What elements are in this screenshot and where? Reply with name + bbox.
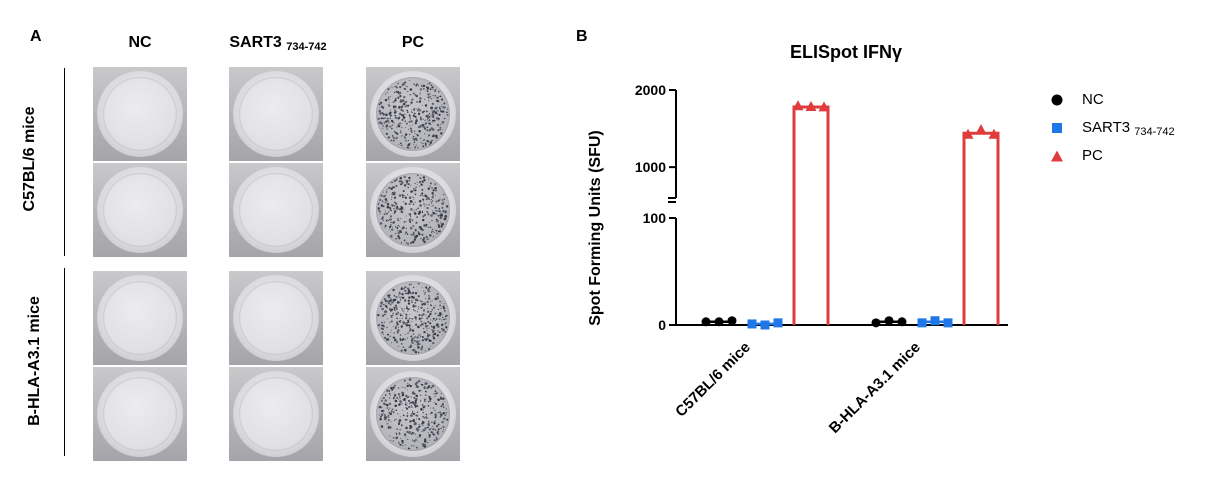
data-point-triangle [792,100,804,111]
well-image-sart3-3 [229,271,323,365]
legend-label-pc-text: PC [1082,147,1103,164]
data-point-square [760,320,770,330]
y-tick-label: 2000 [635,82,666,98]
legend-square-icon [1052,123,1062,133]
well-image-sart3-2 [229,163,323,257]
column-header-pc: PC [343,34,483,52]
well-image-pc-4 [366,367,460,461]
data-point-triangle [988,128,1000,139]
column-header-sart3-subscript: 734-742 [286,41,327,53]
row-label-b-hla-a31: B-HLA-A3.1 mice [26,296,43,426]
x-category-label: B-HLA-A3.1 mice [826,339,924,437]
data-point-square [747,319,757,329]
data-point-triangle [962,128,974,139]
panel-b-letter: B [576,28,588,45]
data-point-square [943,318,953,328]
column-header-nc-label: NC [128,34,152,51]
well-image-nc-1 [93,67,187,161]
legend-label-sart3: SART3 734-742 [1082,119,1175,138]
well-image-pc-2 [366,163,460,257]
legend-label-sart3-text: SART3 [1082,119,1135,136]
spot-pattern [378,378,449,450]
row-group-divider-hla [64,268,65,456]
column-header-sart3: SART3 734-742 [208,34,348,53]
x-category-label: C57BL/6 mice [672,339,754,421]
data-point-square [930,316,940,326]
column-header-nc: NC [70,34,210,52]
bar-triangle-1 [962,131,1000,325]
bar-triangle-0 [792,105,830,325]
spot-pattern [377,282,448,354]
elispot-chart: ELISpot IFNγ Spot Forming Units (SFU) 0 1… [587,42,1008,437]
data-point-square [917,318,927,328]
panel-a-letter: A [30,28,42,45]
well-image-nc-2 [93,163,187,257]
column-header-sart3-label: SART3 [229,34,287,51]
legend-label-sart3-subscript: 734-742 [1134,126,1175,138]
data-point-circle [884,316,894,326]
chart-title: ELISpot IFNγ [790,42,902,62]
well-image-nc-4 [93,367,187,461]
legend-label-nc-text: NC [1082,91,1104,108]
y-tick-label: 0 [658,317,666,333]
y-tick-label: 100 [643,210,667,226]
row-group-divider-c57 [64,68,65,256]
well-image-pc-3 [366,271,460,365]
data-point-square [773,318,783,328]
data-point-triangle [805,100,817,111]
y-tick-label: 1000 [635,159,666,175]
data-point-circle [701,317,711,327]
data-point-circle [897,317,907,327]
well-image-sart3-4 [229,367,323,461]
well-image-pc-1 [366,67,460,161]
well-image-sart3-1 [229,67,323,161]
legend-circle-icon [1051,94,1063,106]
spot-pattern [377,79,449,149]
data-point-circle [727,316,737,326]
column-header-pc-label: PC [401,34,425,51]
well-image-nc-3 [93,271,187,365]
data-point-triangle [975,124,987,135]
y-axis-label: Spot Forming Units (SFU) [587,130,604,326]
legend-label-nc: NC [1082,91,1104,108]
legend-label-pc: PC [1082,147,1103,164]
data-point-circle [714,317,724,327]
row-label-c57bl6: C57BL/6 mice [21,106,38,212]
legend-triangle-icon [1051,150,1063,162]
spot-pattern [377,174,449,245]
data-point-circle [871,318,881,328]
data-point-triangle [818,101,830,112]
